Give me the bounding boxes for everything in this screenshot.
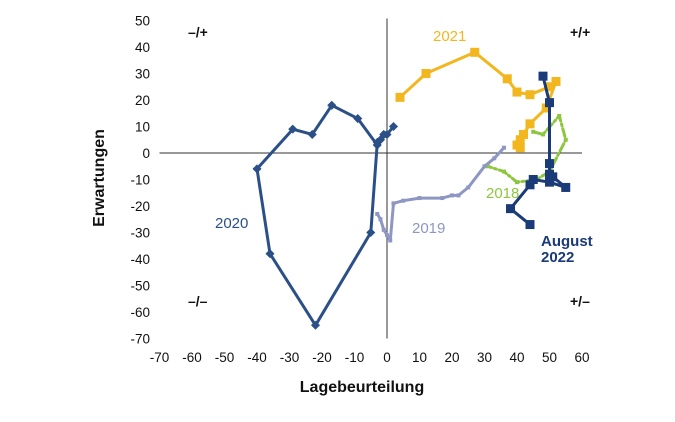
x-tick-label: 0 (383, 350, 391, 365)
point-2021 (525, 90, 535, 100)
y-tick-label: -50 (130, 279, 150, 294)
point-2019 (440, 196, 445, 201)
point-2022 (506, 204, 515, 214)
x-tick-label: -20 (312, 350, 332, 365)
point-2019 (378, 217, 383, 222)
point-2019 (391, 201, 396, 206)
point-2019 (450, 193, 454, 198)
quadrant-chart: -70 -60 -50 -40 -30 -20 -10 0 10 20 30 40 50 60 -70 -6… (91, 14, 593, 397)
point-2018 (485, 164, 490, 169)
y-tick-label: 0 (142, 146, 150, 161)
point-2019 (375, 211, 380, 216)
label-2021: 2021 (433, 28, 466, 45)
point-2021 (541, 103, 551, 113)
point-2018 (541, 132, 545, 137)
x-tick-label: -40 (247, 350, 267, 365)
point-2021 (395, 92, 405, 102)
point-2018 (563, 137, 568, 142)
point-2019 (388, 238, 393, 243)
point-2021 (512, 87, 522, 97)
y-axis-ticks: -70 -60 -50 -40 -30 -20 -10 0 10 20 30 40 50 (130, 14, 150, 347)
chart-panel: -70 -60 -50 -40 -30 -20 -10 0 10 20 30 40 50 60 -70 -6… (70, 0, 610, 422)
y-tick-label: -40 (130, 252, 150, 267)
point-2022 (548, 172, 558, 182)
y-tick-label: 10 (135, 120, 150, 135)
quadrant-top-right-label: +/+ (570, 24, 590, 40)
y-tick-label: 20 (135, 93, 150, 108)
point-2019 (456, 193, 461, 198)
point-2022 (545, 98, 554, 108)
point-2022 (545, 177, 554, 187)
x-tick-label: 50 (542, 350, 557, 365)
point-2019 (492, 156, 497, 161)
point-2022 (525, 180, 535, 190)
zero-axes (159, 18, 582, 339)
label-2018: 2018 (486, 185, 519, 202)
y-tick-label: 40 (135, 40, 150, 55)
point-2022 (545, 159, 554, 169)
label-2022-year: 2022 (541, 249, 574, 266)
x-tick-label: 40 (509, 350, 524, 365)
point-2018 (502, 169, 506, 174)
quadrant-bottom-left-label: –/– (188, 293, 208, 309)
point-2021 (502, 74, 512, 84)
point-2021 (519, 129, 528, 139)
point-2019 (502, 145, 506, 150)
point-2022 (528, 175, 538, 184)
x-tick-label: 60 (574, 350, 589, 365)
x-tick-label: 20 (444, 350, 459, 365)
x-axis-ticks: -70 -60 -50 -40 -30 -20 -10 0 10 20 30 40 50 60 (150, 350, 590, 365)
point-2021 (421, 69, 431, 78)
x-axis-title: Lagebeurteilung (300, 379, 424, 396)
point-2021 (525, 119, 535, 129)
point-2019 (381, 227, 386, 232)
label-2020: 2020 (215, 215, 248, 232)
y-tick-label: -70 (130, 332, 150, 347)
point-2020 (310, 320, 321, 330)
y-tick-label: 30 (135, 67, 150, 82)
point-2022 (538, 71, 548, 81)
y-tick-label: -30 (130, 226, 150, 241)
point-2022 (525, 220, 535, 230)
x-tick-label: 30 (477, 350, 492, 365)
point-2019 (466, 185, 471, 190)
x-tick-label: 10 (412, 350, 427, 365)
y-tick-label: -60 (130, 305, 150, 320)
point-2018 (515, 180, 519, 185)
point-2021 (515, 135, 525, 145)
point-2019 (417, 196, 422, 201)
x-tick-label: -10 (345, 350, 365, 365)
point-2022 (561, 182, 571, 192)
point-2021 (551, 76, 561, 86)
x-tick-label: -60 (182, 350, 202, 365)
point-2019 (482, 164, 487, 169)
point-2019 (385, 233, 389, 238)
y-axis-title: Erwartungen (91, 129, 108, 227)
series-2019 (375, 145, 506, 243)
series-line-2020 (255, 103, 395, 327)
series-2021 (395, 47, 561, 153)
y-tick-label: -10 (130, 173, 150, 188)
point-2021 (545, 82, 554, 92)
point-2018 (557, 113, 562, 118)
y-tick-label: 50 (135, 14, 150, 29)
series-2022 (506, 71, 571, 230)
point-2021 (470, 47, 480, 57)
series-layer (252, 47, 571, 330)
quadrant-bottom-right-label: +/– (570, 293, 590, 309)
point-2019 (401, 198, 406, 203)
point-2018 (531, 129, 536, 134)
quadrant-top-left-label: –/+ (188, 24, 208, 40)
label-2022-month: August (541, 233, 593, 250)
x-tick-label: -50 (215, 350, 235, 365)
x-tick-label: -70 (150, 350, 170, 365)
point-2021 (515, 143, 525, 153)
y-tick-label: -20 (130, 199, 150, 214)
label-2019: 2019 (412, 220, 445, 237)
x-tick-label: -30 (280, 350, 300, 365)
